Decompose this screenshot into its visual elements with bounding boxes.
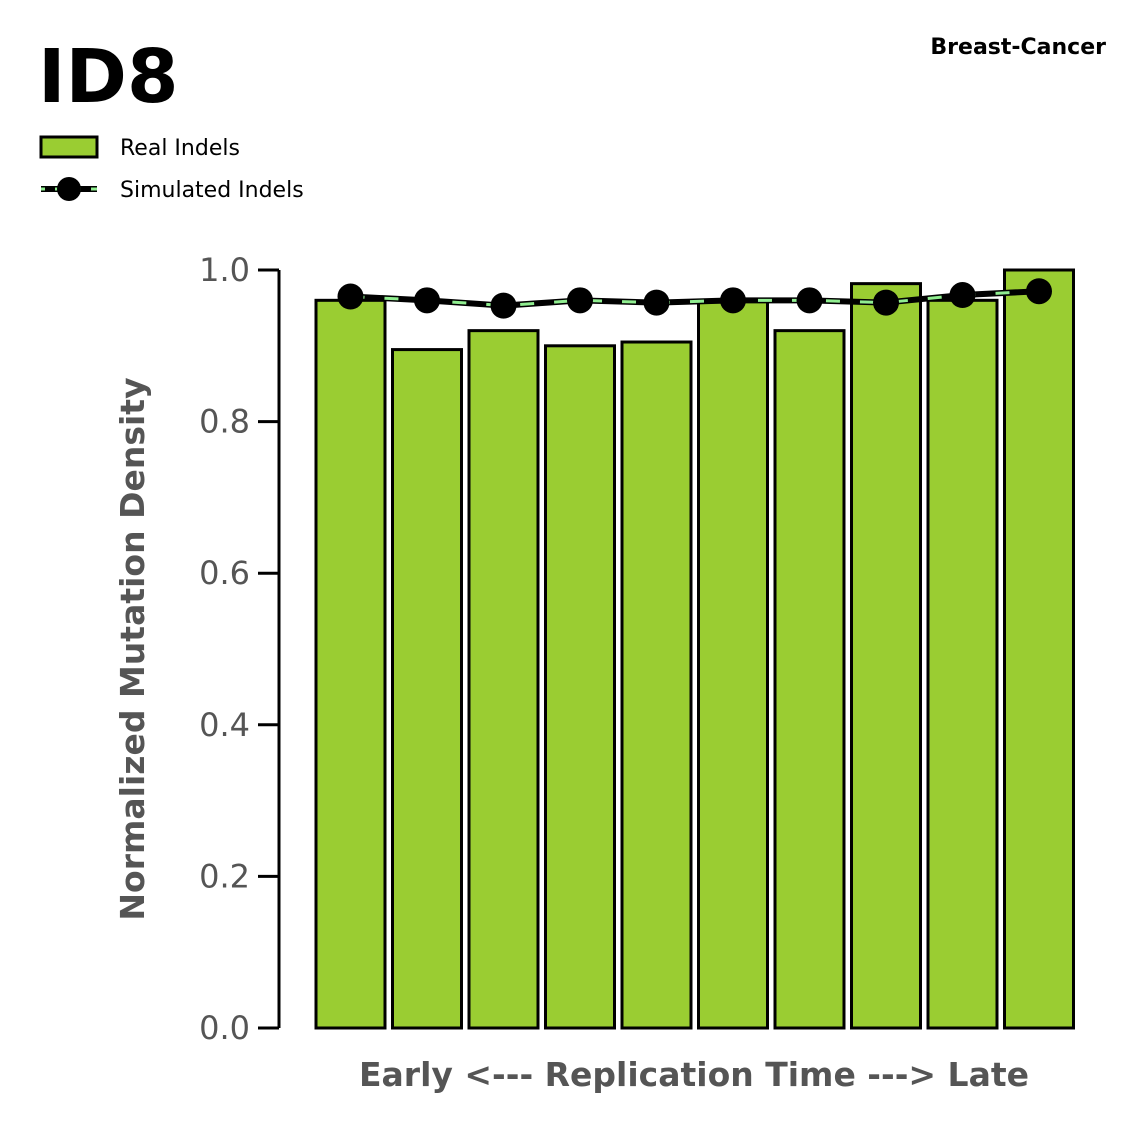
legend-label-simulated-indels: Simulated Indels <box>120 178 304 203</box>
bar-real-indels <box>1003 268 1075 1030</box>
legend: Real Indels Simulated Indels <box>39 135 304 203</box>
simulated-indels-point <box>873 289 899 316</box>
simulated-indels-dash <box>350 289 1040 308</box>
y-tick-label: 0.8 <box>199 403 250 441</box>
bar-real-indels <box>926 298 999 1030</box>
legend-swatch-real-indels <box>39 135 99 159</box>
bar-real-indels <box>467 329 540 1030</box>
simulated-indels-point <box>643 289 670 316</box>
chart-subtitle: Breast-Cancer <box>930 35 1106 60</box>
simulated-indels-point <box>414 287 440 314</box>
chart-title: ID8 <box>38 34 178 120</box>
bar-real-indels <box>620 340 693 1030</box>
simulated-indels-point <box>796 287 823 314</box>
y-axis-label: Normalized Mutation Density <box>113 377 152 920</box>
bar-real-indels <box>391 348 463 1030</box>
y-tick-label: 0.0 <box>199 1009 250 1047</box>
x-axis-label: Early <--- Replication Time ---> Late <box>359 1055 1029 1094</box>
y-tick-label: 0.2 <box>199 857 250 895</box>
legend-label-real-indels: Real Indels <box>120 136 240 161</box>
bar-real-indels <box>314 298 387 1030</box>
legend-marker-simulated-indels <box>57 177 81 201</box>
simulated-line <box>337 278 1052 319</box>
y-tick-label: 1.0 <box>199 251 250 289</box>
bars <box>314 268 1075 1030</box>
bar-real-indels <box>850 282 922 1030</box>
simulated-indels-point <box>720 287 746 314</box>
y-axis: 0.0 0.2 0.4 0.6 0.8 1.0 <box>199 251 281 1047</box>
bar-real-indels <box>773 329 846 1030</box>
simulated-indels-point <box>490 292 517 319</box>
y-tick-label: 0.4 <box>199 706 250 744</box>
y-tick-label: 0.6 <box>199 554 250 592</box>
simulated-indels-point <box>1026 278 1052 305</box>
simulated-indels-point <box>567 287 593 314</box>
bar-real-indels <box>544 344 616 1030</box>
simulated-indels-point <box>337 283 364 310</box>
simulated-indels-point <box>949 282 976 309</box>
bar-real-indels <box>697 298 769 1030</box>
